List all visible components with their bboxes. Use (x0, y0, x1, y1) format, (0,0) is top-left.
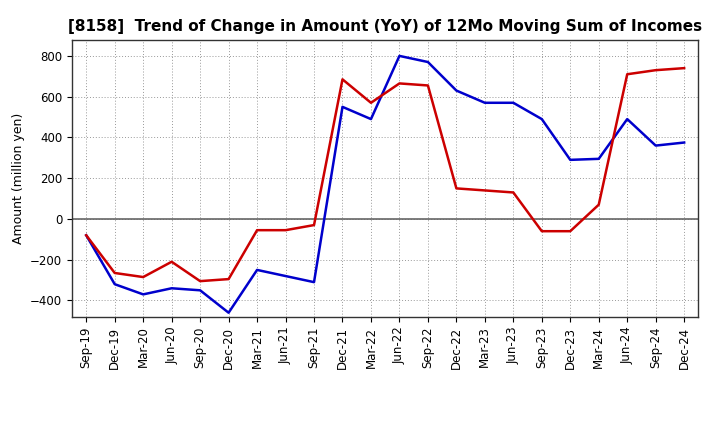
Net Income (167, 259, 176, 264)
Ordinary Income (366, 117, 375, 122)
Net Income (196, 279, 204, 284)
Net Income (310, 223, 318, 228)
Net Income (139, 275, 148, 280)
Ordinary Income (623, 117, 631, 122)
Ordinary Income (480, 100, 489, 106)
Net Income (366, 100, 375, 106)
Net Income (680, 66, 688, 71)
Net Income (480, 188, 489, 193)
Ordinary Income (167, 286, 176, 291)
Ordinary Income (82, 233, 91, 238)
Net Income (509, 190, 518, 195)
Net Income (423, 83, 432, 88)
Ordinary Income (225, 310, 233, 315)
Line: Net Income: Net Income (86, 68, 684, 281)
Ordinary Income (680, 140, 688, 145)
Net Income (623, 72, 631, 77)
Ordinary Income (139, 292, 148, 297)
Net Income (452, 186, 461, 191)
Net Income (253, 227, 261, 233)
Net Income (652, 67, 660, 73)
Net Income (595, 202, 603, 207)
Net Income (282, 227, 290, 233)
Ordinary Income (282, 273, 290, 279)
Net Income (225, 276, 233, 282)
Net Income (338, 77, 347, 82)
Ordinary Income (566, 157, 575, 162)
Ordinary Income (595, 156, 603, 161)
Line: Ordinary Income: Ordinary Income (86, 56, 684, 313)
Y-axis label: Amount (million yen): Amount (million yen) (12, 113, 24, 244)
Ordinary Income (652, 143, 660, 148)
Ordinary Income (423, 59, 432, 65)
Ordinary Income (253, 267, 261, 272)
Net Income (395, 81, 404, 86)
Ordinary Income (338, 104, 347, 110)
Ordinary Income (452, 88, 461, 93)
Ordinary Income (537, 117, 546, 122)
Net Income (110, 270, 119, 275)
Ordinary Income (395, 53, 404, 59)
Title: [8158]  Trend of Change in Amount (YoY) of 12Mo Moving Sum of Incomes: [8158] Trend of Change in Amount (YoY) o… (68, 19, 702, 34)
Ordinary Income (196, 288, 204, 293)
Net Income (537, 228, 546, 234)
Net Income (82, 233, 91, 238)
Ordinary Income (110, 282, 119, 287)
Ordinary Income (509, 100, 518, 106)
Net Income (566, 228, 575, 234)
Ordinary Income (310, 279, 318, 285)
